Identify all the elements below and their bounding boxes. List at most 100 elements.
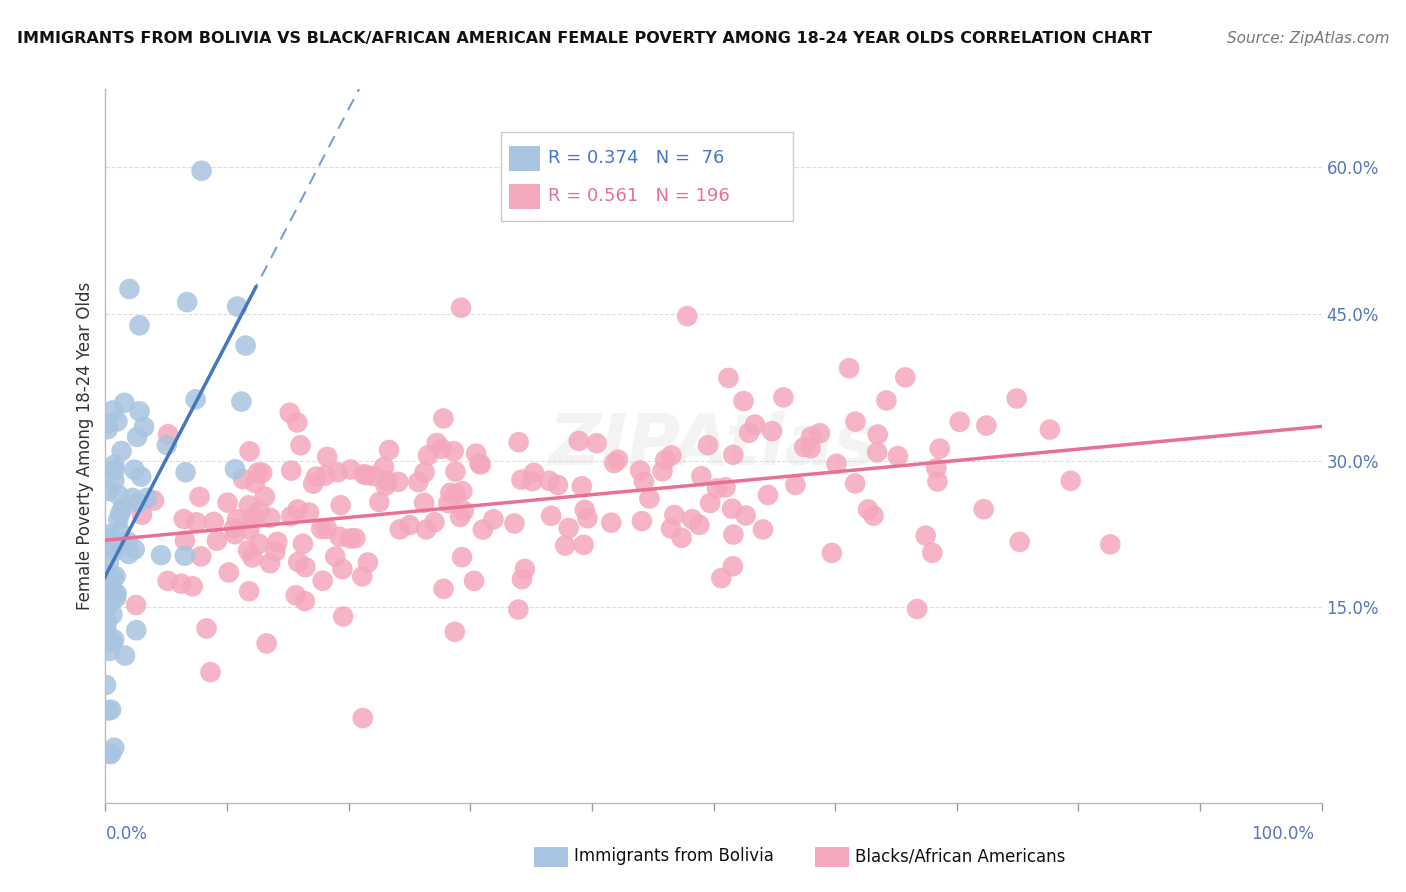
Point <box>352 569 374 583</box>
Point <box>356 468 378 483</box>
Point <box>928 442 950 456</box>
Point <box>107 414 129 428</box>
Point <box>132 420 155 434</box>
Point <box>862 508 884 523</box>
Point <box>100 703 122 717</box>
Point <box>129 469 152 483</box>
Point <box>451 484 474 499</box>
Point <box>706 482 728 496</box>
Point <box>188 490 211 504</box>
Point <box>437 496 460 510</box>
Point <box>104 544 127 558</box>
Point <box>96 535 118 549</box>
Point <box>329 498 352 512</box>
Point <box>121 491 143 505</box>
Point <box>176 295 198 310</box>
Point <box>150 548 173 562</box>
Point <box>97 422 120 436</box>
Point <box>174 465 197 479</box>
Point <box>174 533 197 548</box>
Point <box>353 467 375 482</box>
Point <box>157 427 180 442</box>
Point <box>374 478 396 492</box>
Point <box>426 436 449 450</box>
Point <box>238 499 260 513</box>
Point <box>316 522 339 536</box>
Point <box>547 478 569 492</box>
Text: R = 0.374   N =  76: R = 0.374 N = 76 <box>548 149 724 167</box>
Point <box>793 440 815 454</box>
Text: Source: ZipAtlas.com: Source: ZipAtlas.com <box>1226 31 1389 46</box>
Point <box>298 506 321 520</box>
Point <box>101 403 124 417</box>
Point <box>118 547 141 561</box>
Point <box>568 434 591 448</box>
Point <box>105 587 128 601</box>
Point <box>697 438 720 452</box>
Point <box>104 569 127 583</box>
Point <box>323 549 346 564</box>
Point <box>744 417 766 432</box>
Point <box>576 511 599 525</box>
Point <box>224 527 246 541</box>
Point <box>181 579 204 593</box>
Point <box>170 576 193 591</box>
Point <box>280 509 302 524</box>
Point <box>607 452 630 467</box>
Point <box>256 636 278 650</box>
Point <box>98 747 121 761</box>
Point <box>443 444 465 458</box>
Point <box>94 577 117 591</box>
Point <box>468 457 491 471</box>
Point <box>156 574 179 588</box>
Point <box>688 517 710 532</box>
Text: 100.0%: 100.0% <box>1251 825 1315 843</box>
Point <box>449 509 471 524</box>
Point <box>236 543 259 558</box>
Point <box>572 538 595 552</box>
Point <box>630 514 652 528</box>
Point <box>508 602 530 616</box>
Point <box>103 632 125 647</box>
Y-axis label: Female Poverty Among 18-24 Year Olds: Female Poverty Among 18-24 Year Olds <box>76 282 94 610</box>
Point <box>259 511 281 525</box>
Point <box>105 591 128 605</box>
Point <box>800 442 823 456</box>
Point <box>866 427 889 442</box>
Point <box>305 469 328 483</box>
Point <box>574 503 596 517</box>
Point <box>173 512 195 526</box>
Point <box>973 502 995 516</box>
Point <box>894 370 917 384</box>
FancyBboxPatch shape <box>509 184 540 209</box>
Point <box>914 528 936 542</box>
Point <box>733 394 755 409</box>
Point <box>226 512 249 526</box>
Point <box>785 478 807 492</box>
Point <box>503 516 526 531</box>
Point <box>638 491 661 506</box>
Point <box>107 513 129 527</box>
Point <box>344 531 367 545</box>
Point <box>112 396 135 410</box>
Point <box>838 361 860 376</box>
Point <box>111 500 134 515</box>
Point <box>664 508 686 522</box>
Point <box>108 524 131 539</box>
Point <box>416 448 439 462</box>
FancyBboxPatch shape <box>509 146 540 171</box>
Point <box>508 435 530 450</box>
Point <box>571 479 593 493</box>
Point <box>124 463 146 477</box>
Point <box>103 740 125 755</box>
Point <box>280 464 302 478</box>
Point <box>231 394 253 409</box>
Point <box>103 584 125 599</box>
Point <box>98 644 121 658</box>
Point <box>329 530 352 544</box>
Point <box>949 415 972 429</box>
Point <box>676 309 699 323</box>
Point <box>287 502 309 516</box>
Point <box>413 496 436 510</box>
Point <box>378 442 401 457</box>
